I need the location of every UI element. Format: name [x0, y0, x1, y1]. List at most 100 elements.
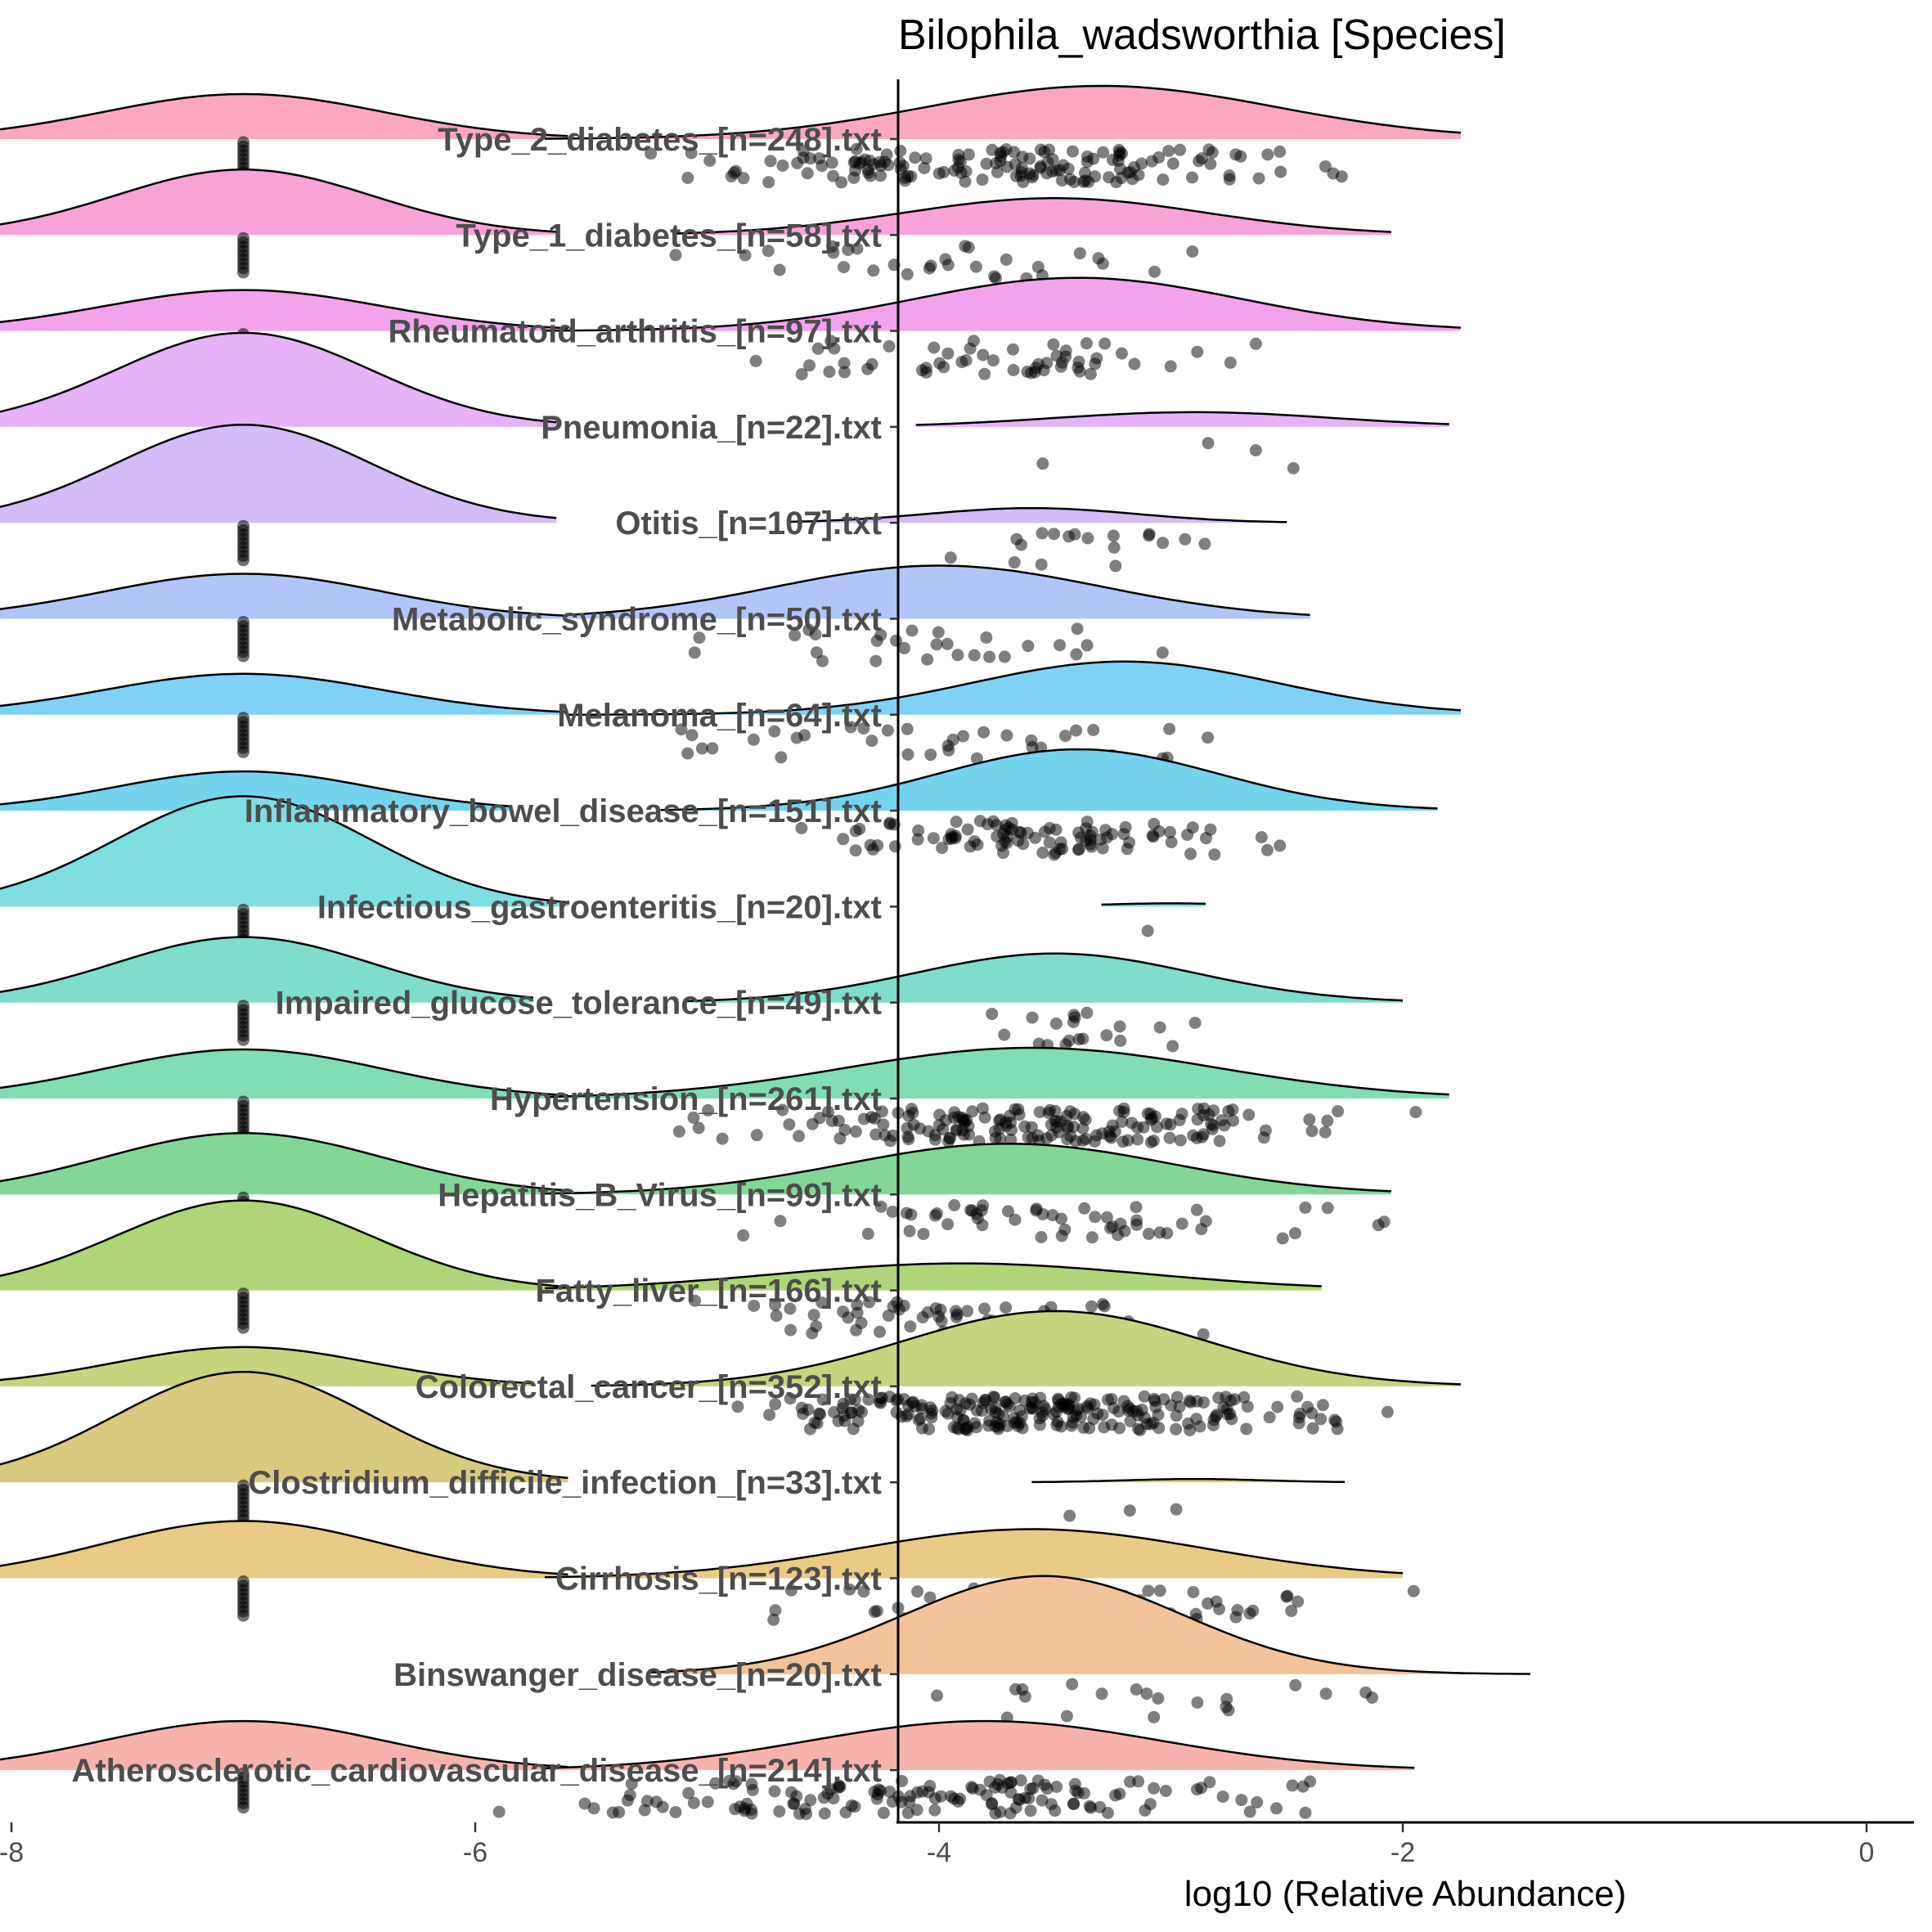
data-point [911, 1786, 923, 1799]
data-point [1100, 1211, 1113, 1224]
data-point [1046, 165, 1059, 178]
data-point [1139, 1804, 1152, 1817]
data-point [957, 730, 969, 743]
data-point [1243, 1607, 1256, 1620]
data-point [1130, 1201, 1143, 1214]
data-point [815, 1296, 829, 1310]
density-nonzero-outline [544, 1046, 1449, 1099]
data-point [795, 822, 808, 834]
density-nonzero-outline [591, 1310, 1461, 1387]
density-nonzero-fill [788, 508, 1287, 523]
data-point [750, 1129, 763, 1142]
data-point [1046, 153, 1059, 166]
x-axis-title: log10 (Relative Abundance) [1184, 1874, 1627, 1914]
data-point [838, 357, 851, 370]
data-point [1050, 1781, 1063, 1793]
data-point [1080, 337, 1093, 350]
data-point [989, 1807, 1002, 1820]
data-point [823, 366, 836, 378]
data-point [1049, 823, 1063, 836]
data-point [1050, 1405, 1063, 1418]
data-point [1115, 347, 1128, 360]
data-point [811, 646, 823, 659]
data-point [800, 1808, 813, 1821]
y-tick-label: Pneumonia_[n=22].txt [541, 410, 882, 446]
data-point [1359, 1686, 1373, 1699]
data-point [1003, 1400, 1016, 1413]
data-point [1162, 145, 1175, 158]
data-point [951, 649, 964, 662]
density-nonzero-outline [1101, 902, 1206, 906]
data-point [1184, 1423, 1197, 1436]
data-point [1198, 537, 1211, 550]
data-point [1074, 1410, 1087, 1423]
data-point [867, 264, 880, 277]
data-point [969, 260, 982, 273]
data-point [881, 724, 894, 737]
data-point [811, 342, 824, 355]
data-point [1063, 530, 1076, 543]
data-point [1216, 1790, 1229, 1804]
data-point [1141, 924, 1154, 937]
data-point [986, 354, 1000, 367]
data-point [790, 731, 803, 744]
data-point [1165, 836, 1178, 849]
data-point [862, 1393, 875, 1406]
data-point [1319, 1126, 1332, 1139]
data-point [1148, 1710, 1161, 1723]
data-point [910, 1804, 923, 1817]
data-point [687, 1111, 700, 1124]
density-nonzero-outline [544, 276, 1461, 332]
data-point [693, 631, 706, 645]
data-point [844, 1393, 857, 1406]
density-zero-outline [0, 92, 568, 137]
data-point [1036, 1208, 1049, 1220]
data-point [865, 735, 878, 748]
data-point [1032, 357, 1045, 371]
data-point [702, 1103, 715, 1117]
data-point [784, 1323, 797, 1337]
data-point [1130, 1683, 1143, 1696]
data-point [737, 172, 750, 185]
data-point [775, 751, 788, 764]
data-point [857, 722, 870, 735]
data-point [924, 748, 937, 762]
y-tick-label: Clostridium_difficile_infection_[n=33].t… [248, 1465, 882, 1501]
data-point [868, 1606, 881, 1618]
data-point [1000, 729, 1013, 742]
data-point [1142, 1228, 1155, 1240]
data-point [934, 1790, 947, 1803]
data-point [844, 721, 857, 734]
data-point [932, 167, 946, 180]
density-zero-outline [0, 289, 568, 330]
data-point [1060, 1710, 1073, 1723]
data-point [768, 725, 781, 738]
category-group-15 [0, 1370, 1346, 1526]
data-point [1000, 1419, 1013, 1432]
y-tick-label: Inflammatory_bowel_disease_[n=151].txt [245, 793, 882, 829]
data-point [923, 1780, 937, 1792]
data-point [768, 1785, 781, 1798]
density-nonzero-fill [545, 1721, 1415, 1771]
density-zero-outline [0, 331, 557, 424]
data-point [843, 1583, 856, 1596]
data-point [850, 142, 863, 155]
data-point [1085, 825, 1099, 838]
data-point [990, 272, 1002, 285]
data-point [1163, 825, 1176, 838]
data-point [1263, 1411, 1276, 1424]
data-point [1098, 1300, 1111, 1313]
data-point [1031, 1129, 1045, 1142]
data-point [942, 744, 955, 757]
data-point [956, 1124, 969, 1137]
data-point [961, 823, 974, 836]
data-point [1025, 734, 1038, 747]
category-group-18 [0, 1719, 1415, 1821]
data-point [847, 171, 860, 184]
density-nonzero-outline [544, 1262, 1322, 1290]
data-point [1113, 1020, 1126, 1033]
data-point [888, 840, 901, 853]
data-point [1096, 842, 1109, 855]
data-point [801, 167, 814, 180]
data-point [1088, 1135, 1101, 1148]
